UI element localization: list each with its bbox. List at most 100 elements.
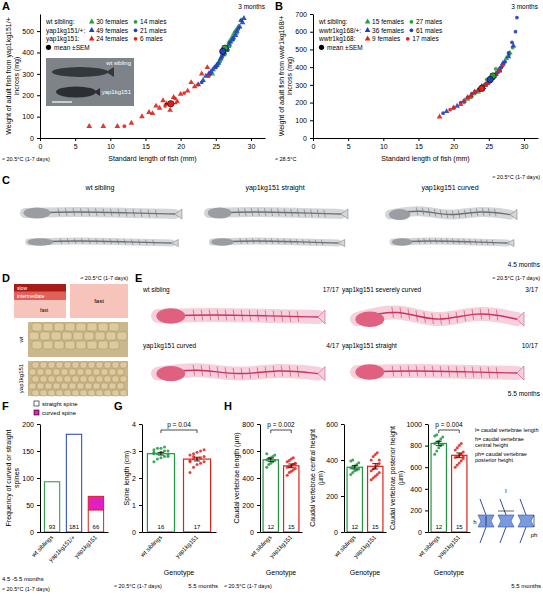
muscle-intermediate xyxy=(14,284,66,300)
fish-rib xyxy=(408,366,410,377)
legend-label: mean ±SEM xyxy=(54,44,90,51)
error-bar xyxy=(270,458,271,461)
error-bar xyxy=(160,452,161,455)
tick: 1000 xyxy=(406,421,428,428)
axis-line xyxy=(40,425,41,533)
x-axis: wt siblingsyap1kg151 xyxy=(248,533,302,560)
chart-panel: 02004006008001000wt siblingsyap1kg151Cau… xyxy=(389,421,471,577)
tick: 4 xyxy=(132,421,142,428)
point xyxy=(182,91,186,95)
tick-label: 500 xyxy=(22,28,34,35)
point xyxy=(152,448,155,451)
tick: 500 xyxy=(295,46,313,53)
fish-rib xyxy=(458,210,460,218)
point xyxy=(203,455,206,458)
y-axis: 0100200300400500 xyxy=(22,15,40,142)
legend-symbol xyxy=(406,37,410,41)
row-label: wt xyxy=(18,336,24,343)
fish-rib xyxy=(81,238,83,243)
tick: 300 xyxy=(22,71,40,78)
tick-mark xyxy=(139,532,142,533)
tick-label: 30 xyxy=(248,143,256,150)
fish-rib xyxy=(456,366,458,377)
muscle-fibre xyxy=(84,332,94,340)
tick-label: 200 xyxy=(326,493,338,500)
fish-rib xyxy=(480,367,482,378)
muscle-fibre xyxy=(29,383,36,389)
point xyxy=(173,97,177,101)
fish-image xyxy=(355,364,524,380)
fish-rib xyxy=(284,239,286,244)
fish-rib xyxy=(446,211,448,219)
tick-mark xyxy=(383,138,384,141)
fish-rib xyxy=(304,209,306,217)
fish-rib xyxy=(303,239,305,244)
point xyxy=(200,81,204,85)
bar xyxy=(184,459,211,532)
tick: 400 xyxy=(22,49,40,56)
muscle-fast xyxy=(14,284,66,318)
muscle-fibre xyxy=(112,376,119,382)
legend-symbol xyxy=(46,45,51,50)
fish-rib xyxy=(315,240,317,245)
legend-swatch xyxy=(34,401,39,406)
tick-mark xyxy=(524,138,525,141)
point xyxy=(156,458,159,461)
measure-line xyxy=(498,511,514,512)
temperature-note: ≈ 28.5°C xyxy=(275,156,296,162)
fish-head xyxy=(211,238,234,246)
tick-label: 30 xyxy=(521,143,529,150)
tick-label: 4 xyxy=(132,421,136,428)
point xyxy=(152,451,155,454)
bar xyxy=(431,443,446,532)
tick-mark xyxy=(257,532,260,533)
point xyxy=(460,442,463,445)
muscle-fibre xyxy=(93,369,100,375)
panel-letter: H xyxy=(224,400,232,412)
diagram-label: fast xyxy=(40,307,49,313)
fish-image xyxy=(355,307,524,327)
error-cap xyxy=(352,469,358,470)
point xyxy=(166,450,169,453)
fish-rib xyxy=(422,208,424,216)
muscle-fibre xyxy=(96,390,103,396)
point xyxy=(437,113,443,118)
inset-photo: wt siblingyap1kg151 xyxy=(46,58,134,106)
muscle-fibre xyxy=(80,376,87,382)
tick: yap1kg151 xyxy=(174,534,199,559)
fish-rib xyxy=(271,238,273,243)
legend-symbol xyxy=(410,28,414,32)
legend-symbol xyxy=(134,28,138,32)
panel-letter: A xyxy=(2,0,10,12)
tick-mark xyxy=(145,138,146,141)
fish-rib xyxy=(297,366,299,377)
n-label: 16 xyxy=(158,524,165,530)
tick-mark xyxy=(310,138,313,139)
temperature-note: ≈ 20.5°C (1-7 days) xyxy=(492,174,540,180)
fish-head xyxy=(27,238,53,246)
mean-point xyxy=(487,76,493,82)
axis-line xyxy=(40,15,41,139)
data-label: 66 xyxy=(93,524,100,530)
axis-line xyxy=(143,532,217,533)
tick: 300 xyxy=(295,82,313,89)
tick-mark xyxy=(348,138,349,141)
photo-background xyxy=(46,58,134,106)
fish-rib xyxy=(297,209,299,217)
point xyxy=(189,471,192,474)
axis-title: Genotype xyxy=(164,569,194,577)
tick-mark xyxy=(257,451,260,452)
error-bar xyxy=(375,464,376,469)
axis-line xyxy=(344,425,345,533)
error-cap xyxy=(352,465,358,466)
temperature-note: ≈ 20.5°C (1-7 days) xyxy=(2,156,50,162)
muscle-fibre xyxy=(93,383,100,389)
muscle-fibre xyxy=(112,390,119,396)
tick-label: 0 xyxy=(418,529,422,536)
muscle-fibre xyxy=(96,376,103,382)
tick: 5 xyxy=(74,138,78,150)
panel-letter: F xyxy=(2,400,9,412)
fish-rib xyxy=(118,209,120,217)
tick-label: 15 xyxy=(142,143,150,150)
age: 3 months xyxy=(511,3,538,10)
